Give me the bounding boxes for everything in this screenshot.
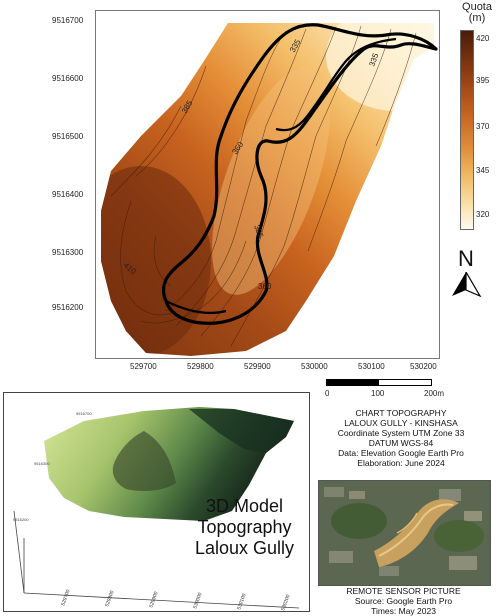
model-axis-tick: 530200 [280,594,291,611]
photo-caption-title: REMOTE SENSOR PICTURE [346,586,461,596]
x-tick-label: 529800 [187,362,214,371]
scale-bar-segment [327,380,379,385]
x-tick-label: 530200 [410,362,437,371]
y-tick-label: 9516300 [52,248,84,257]
info-title: CHART TOPOGRAPHY [355,408,447,418]
contour-lines [110,25,417,347]
x-tick-label: 529700 [130,362,157,371]
contour-label: 360 [258,282,272,291]
y-tick-label: 9516200 [52,303,84,312]
model-side-tick: 9516200 [13,517,29,522]
gully-channel [165,37,397,315]
model-side-tick: 9516300 [34,461,50,466]
legend-tick: 395 [476,76,490,85]
legend-title: Quota (m) [457,2,497,24]
model-title-line2: Topography [197,517,292,537]
x-tick-label: 529900 [244,362,271,371]
scale-label: 100 [371,389,385,398]
model-gully-shadow [112,431,176,491]
model-title-line3: Laloux Gully [195,538,295,558]
legend-title-line2: (m) [468,12,486,24]
legend-tick: 370 [476,122,490,131]
legend-title-line1: Quota [462,1,492,13]
info-location: LALOUX GULLY - KINSHASA [344,418,458,428]
model-axes [13,510,300,609]
y-tick-label: 9516500 [52,132,84,141]
north-label: N [458,246,474,271]
legend-tick: 320 [476,210,490,219]
model-axis-tick: 529900 [148,591,159,609]
scale-label: 0 [325,389,330,398]
model-axis-tick: 529700 [60,589,71,607]
y-tick-label: 9516600 [52,74,84,83]
legend-tick: 420 [476,34,490,43]
model-axis-tick: 529800 [104,590,115,608]
x-tick-label: 530000 [301,362,328,371]
info-datum: DATUM WGS-84 [368,438,434,448]
satellite-photo-image [319,481,490,585]
gully-outline [161,23,438,325]
model-3d-panel: 9516700 9516300 9516200 529700 529800 52… [3,392,310,612]
model-axis-tick: 530100 [236,593,247,611]
model-title-line1: 3D Model [206,496,284,516]
photo-caption-source: Source: Google Earth Pro [354,596,453,606]
scale-bar [326,379,432,386]
model-ridge [189,409,294,453]
map-info-block: CHART TOPOGRAPHY LALOUX GULLY - KINSHASA… [316,408,486,468]
model-side-tick: 9516700 [76,411,92,416]
photo-caption-date: Times: May 2023 [371,606,436,616]
legend-tick: 345 [476,166,490,175]
satellite-photo [318,480,491,586]
model-axis-tick: 530000 [192,592,203,610]
info-coordinate-system: Coordinate System UTM Zone 33 [337,428,465,438]
topographic-map: 335 335 385 360 385 410 360 [95,10,440,359]
contour-label: 385 [252,224,265,240]
north-arrow-icon [452,272,482,298]
model-title: 3D Model Topography Laloux Gully [195,496,294,559]
info-data-source: Data: Elevation Google Earth Pro [338,448,464,458]
info-elaboration-date: Elaboration: June 2024 [357,458,445,468]
x-tick-label: 530100 [358,362,385,371]
map-svg: 335 335 385 360 385 410 360 [101,23,438,356]
photo-caption: REMOTE SENSOR PICTURE Source: Google Ear… [316,586,491,616]
scale-label: 200m [424,389,445,398]
y-tick-label: 9516400 [52,190,84,199]
elevation-color-bar [460,30,474,230]
y-tick-label: 9516700 [52,16,84,25]
contour-label: 335 [367,52,380,68]
model-3d-svg: 9516700 9516300 9516200 529700 529800 52… [13,407,300,611]
